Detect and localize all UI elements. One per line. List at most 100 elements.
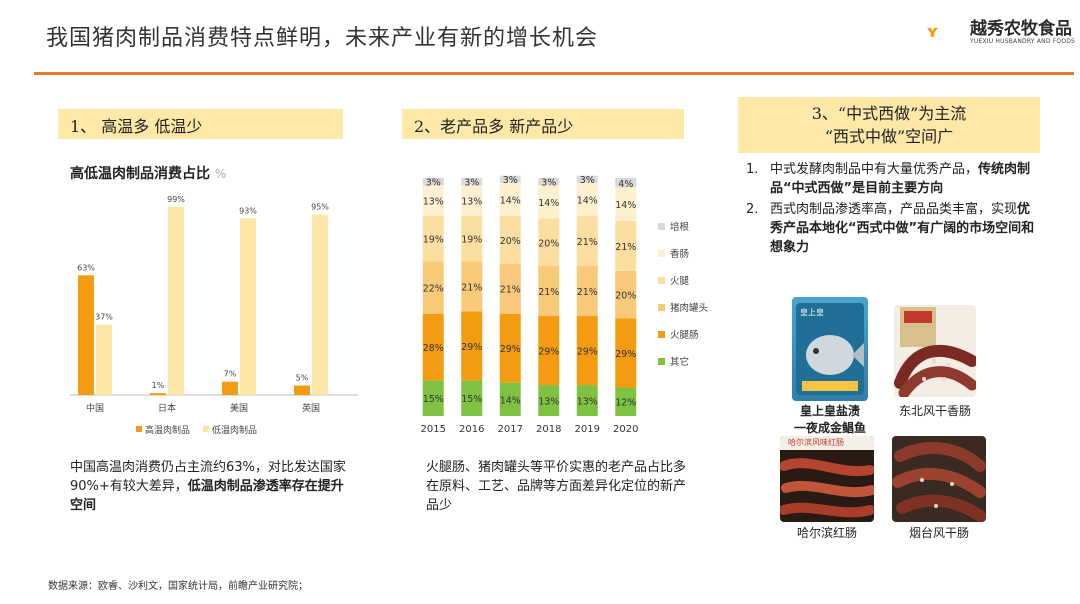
chart1-title: 高低温肉制品消费占比 % [70, 163, 226, 183]
legend-label: 猪肉罐头 [670, 302, 708, 314]
brand-logo-icon [927, 27, 938, 37]
stack-segment [615, 270, 637, 319]
data-label: 15% [461, 394, 482, 405]
fish-package-icon [796, 303, 864, 395]
data-label: 14% [500, 395, 521, 406]
caption-line1: 哈尔滨红肠 [796, 526, 857, 540]
data-label: 21% [461, 282, 482, 293]
bar [222, 381, 238, 395]
data-label: 95% [311, 203, 329, 212]
product-mix-stacked-chart: 15% 28% 22% 19% 13% 3% 2015 15% 29% 21% 19% 13% 3% 20… [421, 175, 708, 435]
legend-swatch [658, 358, 665, 365]
data-label: 19% [423, 235, 444, 246]
x-tick-label: 2015 [421, 424, 446, 435]
bar [312, 214, 328, 395]
x-tick-label: 美国 [230, 402, 248, 414]
data-label: 3% [426, 178, 441, 189]
stack-segment [576, 266, 598, 317]
bar [240, 218, 256, 395]
data-label: 3% [541, 178, 556, 189]
x-tick-label: 2019 [575, 424, 600, 435]
stack-segment [615, 178, 637, 188]
list-item-plain: 中式发酵肉制品中有大量优秀产品， [770, 162, 979, 177]
stack-segment [538, 178, 560, 186]
legend-label: 低温肉制品 [212, 424, 257, 436]
yantai-sausage-icon [892, 442, 986, 522]
stack-segment [499, 216, 521, 264]
stack-segment [576, 385, 598, 416]
data-label: 20% [500, 236, 521, 247]
stack-segment [538, 266, 560, 317]
section2-line1: 火腿肠、猪肉罐头等平价实惠的老产品占比多 [426, 460, 687, 475]
data-label: 1% [152, 381, 165, 390]
list-item: 2. 西式肉制品渗透率高，产品品类丰富，实现优秀产品本地化“西式中做”有广阔的市… [742, 200, 1042, 257]
data-label: 29% [500, 344, 521, 355]
product-caption-pomfret: 皇上皇盐渍 一夜成金鲳鱼 [782, 402, 878, 436]
stack-segment [576, 316, 598, 386]
pomfret-pack-label: 皇上皇 [800, 308, 824, 317]
list-item-plain: 西式肉制品渗透率高，产品品类丰富，实现 [770, 202, 1018, 217]
data-label: 21% [538, 287, 559, 298]
data-label: 13% [423, 197, 444, 208]
data-label: 13% [461, 197, 482, 208]
red-sausage-pack-label: 哈尔滨风味红肠 [788, 438, 844, 447]
stack-segment [499, 382, 521, 416]
stack-segment [422, 380, 444, 416]
section3-heading-line1: 3、“中式西做”为主流 [811, 104, 967, 123]
stack-segment [499, 263, 521, 314]
stack-segment [615, 187, 637, 221]
legend-label: 其它 [670, 356, 689, 368]
stack-segment [422, 261, 444, 314]
legend-label: 火腿肠 [670, 330, 699, 341]
stack-segment [422, 313, 444, 381]
data-label: 3% [580, 175, 595, 186]
stack-segment [499, 313, 521, 383]
section3-heading-line2: “西式中做”空间广 [824, 127, 954, 146]
section1-para-plain: 中国高温肉消费仍占主流约63%，对比发达国家90%+有较大差异， [70, 460, 346, 494]
stack-segment [461, 216, 483, 262]
data-label: 63% [77, 263, 95, 272]
stack-segment [461, 178, 483, 186]
sausage-icon [894, 307, 976, 397]
bar [150, 393, 166, 395]
data-label: 3% [503, 175, 518, 186]
legend-swatch [136, 426, 142, 432]
section3-heading: 3、“中式西做”为主流 “西式中做”空间广 [738, 97, 1040, 153]
legend-swatch [658, 331, 665, 338]
product-image-red-sausage: 哈尔滨风味红肠 [780, 436, 874, 522]
section3-list: 1. 中式发酵肉制品中有大量优秀产品，传统肉制品“中式西做”是目前主要方向 2.… [742, 160, 1042, 259]
legend-label: 培根 [670, 221, 690, 233]
data-label: 29% [577, 347, 598, 358]
brand-name: 越秀农牧食品 [970, 19, 1072, 39]
legend-swatch [658, 250, 665, 257]
data-label: 28% [423, 343, 444, 354]
x-tick-label: 中国 [86, 402, 104, 414]
stack-segment [615, 387, 637, 416]
stack-segment [615, 318, 637, 388]
x-tick-label: 日本 [158, 402, 176, 414]
legend-label: 香肠 [670, 249, 689, 260]
product-caption-yantai-sausage: 烟台风干肠 [888, 524, 990, 541]
legend-swatch [658, 223, 665, 230]
product-image-pomfret: 皇上皇 [792, 297, 868, 401]
chart1-title-text: 高低温肉制品消费占比 [70, 166, 210, 182]
stack-segment [461, 311, 483, 381]
data-label: 3% [464, 178, 479, 189]
list-item-bold: 优秀产品本地化“西式中做”有广阔的市场空间和想象力 [770, 202, 1035, 255]
data-label: 20% [615, 291, 636, 302]
x-tick-label: 2017 [498, 424, 523, 435]
stack-segment [538, 385, 560, 416]
legend-swatch [658, 277, 665, 284]
caption-line1: 皇上皇盐渍 [799, 404, 860, 418]
red-sausage-icon [780, 436, 874, 518]
data-label: 21% [577, 287, 598, 298]
data-label: 7% [224, 370, 237, 379]
bar [294, 385, 310, 395]
bar [78, 275, 94, 395]
section2-heading: 2、老产品多 新产品少 [402, 109, 684, 139]
list-item: 1. 中式发酵肉制品中有大量优秀产品，传统肉制品“中式西做”是目前主要方向 [742, 160, 1042, 198]
section2-paragraph: 火腿肠、猪肉罐头等平价实惠的老产品占比多 在原料、工艺、品牌等方面差异化定位的新… [426, 458, 686, 515]
stack-segment [461, 185, 483, 217]
stack-segment [576, 216, 598, 267]
